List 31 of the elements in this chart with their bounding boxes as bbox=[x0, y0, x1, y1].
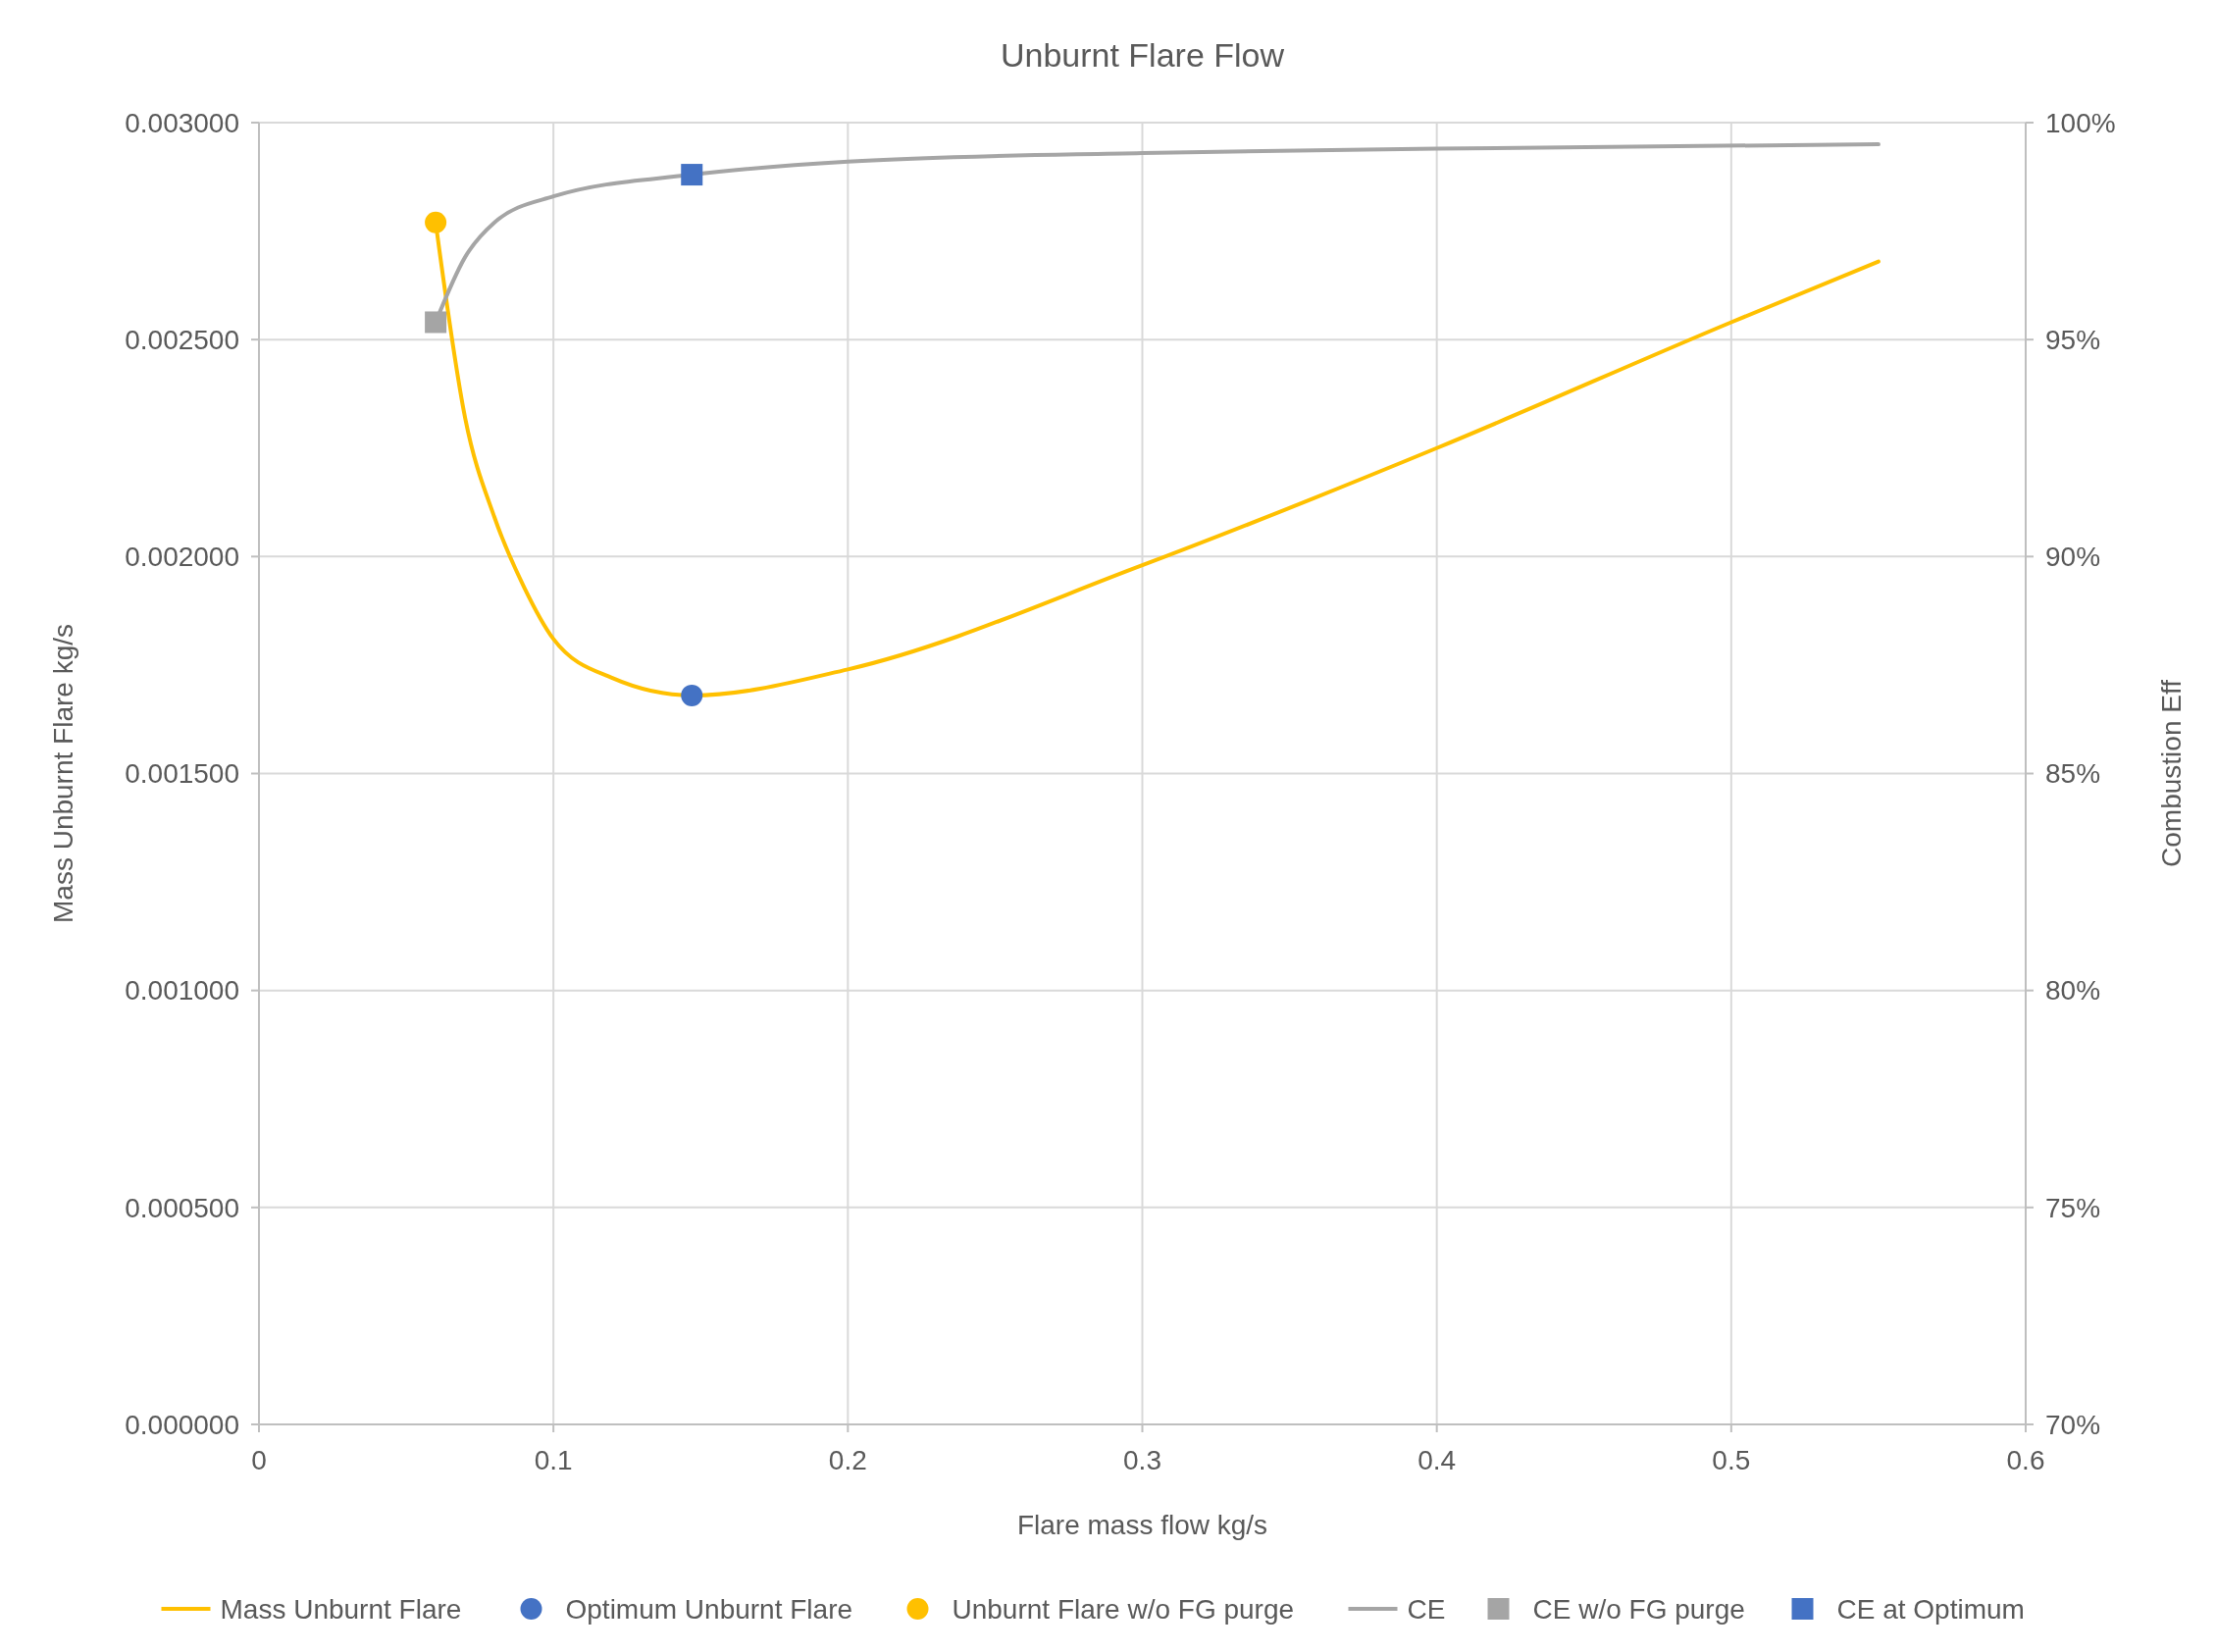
x-tick-label: 0.1 bbox=[534, 1445, 573, 1475]
chart-title: Unburnt Flare Flow bbox=[1000, 36, 1285, 74]
y2-tick-label: 80% bbox=[2045, 975, 2101, 1007]
y2-axis-title: Combustion Eff bbox=[2156, 679, 2187, 867]
x-tick-label: 0.4 bbox=[1417, 1445, 1457, 1475]
y2-tick-label: 85% bbox=[2045, 758, 2101, 790]
x-tick-label: 0 bbox=[251, 1445, 267, 1475]
y2-tick-label: 90% bbox=[2045, 542, 2101, 573]
x-axis-title: Flare mass flow kg/s bbox=[1016, 1510, 1268, 1540]
x-tick-label: 0.6 bbox=[2006, 1445, 2045, 1475]
y-tick-label: 0.000500 bbox=[125, 1192, 239, 1223]
y-tick-label: 0.000000 bbox=[125, 1409, 239, 1440]
legend-label: Unburnt Flare w/o FG purge bbox=[952, 1593, 1295, 1625]
y-tick-label: 0.002000 bbox=[125, 542, 239, 573]
legend-label: CE bbox=[1407, 1593, 1446, 1625]
y2-tick-label: 95% bbox=[2045, 324, 2101, 355]
y2-tick-label: 75% bbox=[2045, 1192, 2101, 1223]
x-tick-label: 0.5 bbox=[1712, 1445, 1751, 1475]
legend-label: CE at Optimum bbox=[1836, 1593, 2025, 1625]
y-axis-title: Mass Unburnt Flare kg/s bbox=[48, 624, 78, 923]
y2-tick-label: 70% bbox=[2045, 1409, 2101, 1440]
y-tick-label: 0.001000 bbox=[125, 975, 239, 1007]
legend-label: Mass Unburnt Flare bbox=[220, 1593, 462, 1625]
legend-label: Optimum Unburnt Flare bbox=[565, 1593, 853, 1625]
x-tick-label: 0.2 bbox=[828, 1445, 867, 1475]
y-tick-label: 0.003000 bbox=[125, 107, 239, 138]
y-tick-label: 0.001500 bbox=[125, 758, 239, 790]
y2-tick-label: 100% bbox=[2045, 107, 2116, 138]
legend-label: CE w/o FG purge bbox=[1532, 1593, 1745, 1625]
y-tick-label: 0.002500 bbox=[125, 324, 239, 355]
x-tick-label: 0.3 bbox=[1123, 1445, 1161, 1475]
